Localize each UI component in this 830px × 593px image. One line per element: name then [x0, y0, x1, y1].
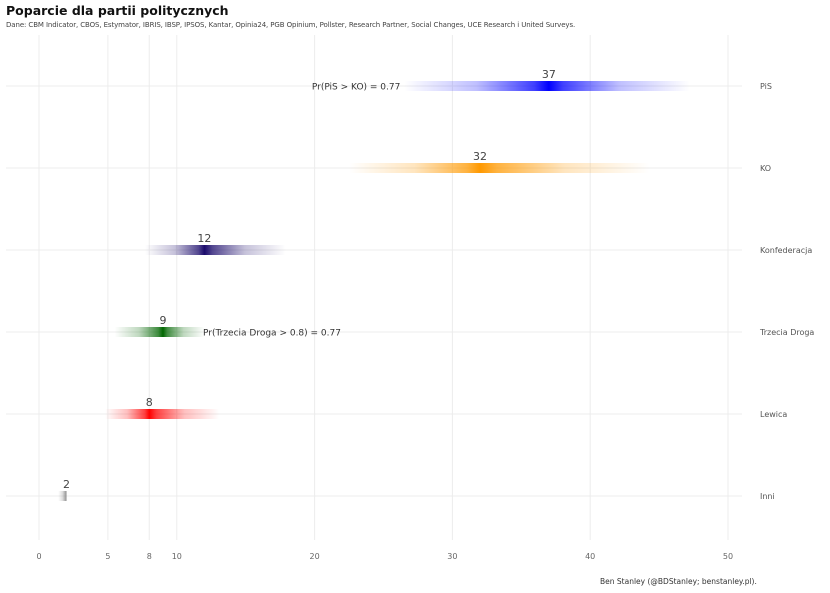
x-tick-label-20: 20: [310, 552, 320, 561]
x-tick-label-30: 30: [447, 552, 457, 561]
x-tick-label-8: 8: [147, 552, 152, 561]
y-tick-label-pis: PiS: [760, 82, 772, 91]
x-tick-label-5: 5: [105, 552, 110, 561]
value-label-ko: 32: [473, 150, 487, 163]
interval-bar-trzecia-droga: [114, 327, 205, 337]
y-tick-label-konfederacja: Konfederacja: [760, 246, 812, 255]
x-tick-label-0: 0: [36, 552, 41, 561]
x-axis-ticks: 0 5 8 10 20 30 40 50: [36, 552, 733, 561]
interval-bar-pis: [404, 81, 690, 91]
y-tick-label-inni: Inni: [760, 492, 775, 501]
value-label-inni: 2: [63, 478, 70, 491]
x-tick-label-10: 10: [172, 552, 182, 561]
interval-bar-lewica: [105, 409, 220, 419]
vertical-gridlines: [38, 35, 729, 540]
y-tick-label-trzecia-droga: Trzecia Droga: [759, 328, 814, 337]
value-label-konfederacja: 12: [197, 232, 211, 245]
annotation-0: Pr(PiS > KO) = 0.77: [312, 83, 401, 93]
interval-bar-konfederacja: [145, 245, 286, 255]
chart-subtitle: Dane: CBM Indicator, CBOS, Estymator, IB…: [6, 21, 576, 29]
chart-title: Poparcie dla partii politycznych: [6, 3, 229, 18]
value-label-lewica: 8: [146, 396, 153, 409]
value-label-trzecia-droga: 9: [160, 314, 167, 327]
annotations: Pr(PiS > KO) = 0.77 Pr(Trzecia Droga > 0.…: [203, 83, 400, 339]
chart-caption: Ben Stanley (@BDStanley; benstanley.pl).: [600, 577, 757, 586]
y-tick-label-lewica: Lewica: [760, 410, 787, 419]
x-tick-label-40: 40: [585, 552, 595, 561]
value-label-pis: 37: [542, 68, 556, 81]
interval-bar-ko: [349, 163, 650, 173]
x-tick-label-50: 50: [723, 552, 733, 561]
value-labels: 37 32 12 9 8 2: [63, 68, 556, 491]
interval-bar-inni: [58, 491, 67, 501]
horizontal-gridlines: [6, 85, 742, 497]
annotation-1: Pr(Trzecia Droga > 0.8) = 0.77: [203, 329, 341, 339]
y-axis-labels: PiS KO Konfederacja Trzecia Droga Lewica Inni: [759, 82, 814, 501]
interval-bars: [58, 81, 690, 501]
y-tick-label-ko: KO: [760, 164, 771, 173]
